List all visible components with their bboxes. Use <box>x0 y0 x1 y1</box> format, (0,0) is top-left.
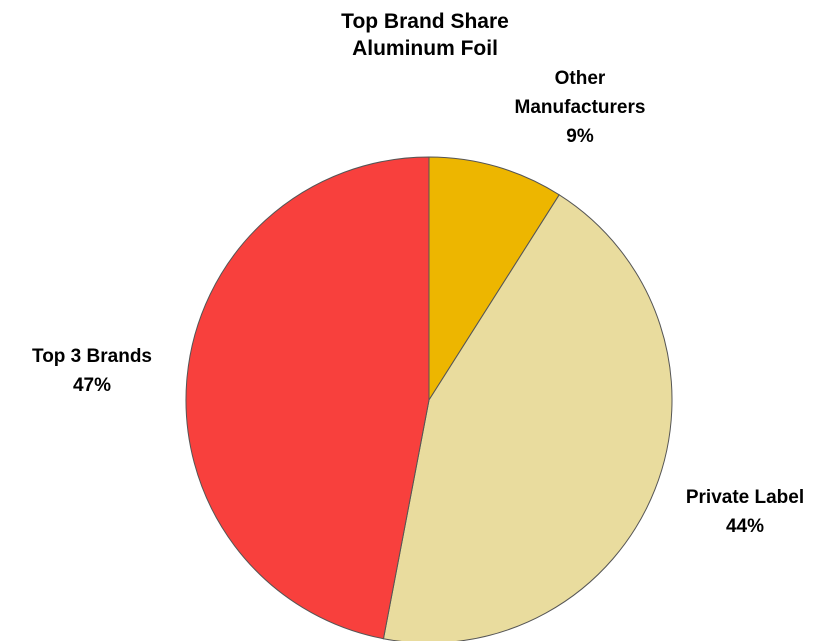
pie-slice-top-3-brands <box>185 156 430 640</box>
slice-label-name-line-1: Other <box>554 68 606 89</box>
slice-label-top-3-brands: Top 3 Brands 47% <box>2 342 182 400</box>
pie-slices <box>185 156 673 641</box>
slice-label-name-line-2: Manufacturers <box>514 97 646 118</box>
slice-label-name-line-1: Top 3 Brands <box>32 346 152 367</box>
slice-label-private-label: Private Label 44% <box>660 483 830 541</box>
pie-slice-private-label <box>382 194 673 641</box>
slice-label-value: 44% <box>725 516 765 537</box>
pie-slice-other-manufacturers <box>428 156 560 402</box>
slice-label-name-line-1: Private Label <box>685 487 805 508</box>
slice-label-other-manufacturers: Other Manufacturers 9% <box>480 64 680 151</box>
slice-label-value: 47% <box>72 375 112 396</box>
slice-label-value: 9% <box>566 126 594 147</box>
